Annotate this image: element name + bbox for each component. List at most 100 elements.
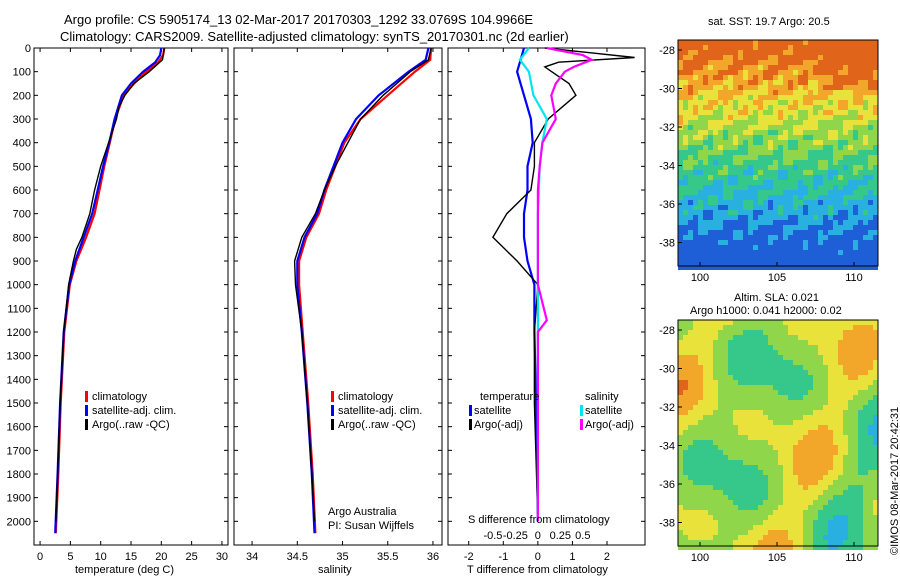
- map-cell: [808, 245, 813, 250]
- map-cell: [838, 485, 843, 490]
- map-cell: [803, 60, 808, 65]
- map-cell: [823, 365, 828, 370]
- map-cell: [693, 360, 698, 365]
- map-cell: [723, 395, 728, 400]
- map-cell: [798, 355, 803, 360]
- map-cell: [693, 540, 698, 545]
- map-cell: [698, 415, 703, 420]
- map-cell: [713, 205, 718, 210]
- map-cell: [693, 500, 698, 505]
- map-cell: [843, 115, 848, 120]
- map-cell: [778, 165, 783, 170]
- map-cell: [743, 420, 748, 425]
- map-cell: [813, 205, 818, 210]
- map-cell: [803, 410, 808, 415]
- map-cell: [803, 460, 808, 465]
- map-cell: [778, 505, 783, 510]
- map-y-tick-label: -36: [659, 479, 675, 491]
- map-cell: [748, 395, 753, 400]
- map-cell: [793, 420, 798, 425]
- map-cell: [833, 175, 838, 180]
- map-cell: [778, 120, 783, 125]
- map-cell: [758, 195, 763, 200]
- map-cell: [728, 520, 733, 525]
- map-cell: [848, 130, 853, 135]
- map-cell: [718, 180, 723, 185]
- map-cell: [683, 320, 688, 325]
- map-cell: [793, 45, 798, 50]
- map-cell: [843, 130, 848, 135]
- map-cell: [703, 440, 708, 445]
- map-cell: [778, 340, 783, 345]
- map-cell: [863, 65, 868, 70]
- map-cell: [863, 510, 868, 515]
- map-cell: [738, 445, 743, 450]
- map-cell: [738, 500, 743, 505]
- map-cell: [803, 85, 808, 90]
- map-cell: [833, 95, 838, 100]
- map-cell: [873, 220, 878, 225]
- map-cell: [713, 90, 718, 95]
- map-cell: [733, 485, 738, 490]
- map-cell: [758, 470, 763, 475]
- map-cell: [793, 150, 798, 155]
- map-cell: [803, 100, 808, 105]
- map-cell: [843, 440, 848, 445]
- map-cell: [783, 50, 788, 55]
- map-cell: [678, 90, 683, 95]
- map-cell: [753, 175, 758, 180]
- map-cell: [703, 535, 708, 540]
- map-cell: [738, 140, 743, 145]
- map-cell: [818, 45, 823, 50]
- map-cell: [723, 150, 728, 155]
- map-cell: [788, 535, 793, 540]
- map-cell: [783, 240, 788, 245]
- map-cell: [773, 45, 778, 50]
- map-cell: [703, 435, 708, 440]
- map-cell: [688, 390, 693, 395]
- map-cell: [683, 425, 688, 430]
- map-cell: [713, 330, 718, 335]
- map-cell: [753, 535, 758, 540]
- map-cell: [718, 110, 723, 115]
- map-cell: [778, 95, 783, 100]
- map-cell: [758, 165, 763, 170]
- map-cell: [833, 235, 838, 240]
- map-cell: [863, 205, 868, 210]
- map-cell: [733, 180, 738, 185]
- map-cell: [688, 525, 693, 530]
- map-cell: [808, 465, 813, 470]
- map-cell: [813, 185, 818, 190]
- map-cell: [728, 230, 733, 235]
- map-cell: [803, 445, 808, 450]
- map-cell: [813, 240, 818, 245]
- map-cell: [758, 150, 763, 155]
- map-cell: [853, 450, 858, 455]
- map-cell: [838, 440, 843, 445]
- map-cell: [848, 80, 853, 85]
- map-cell: [723, 425, 728, 430]
- map-cell: [828, 490, 833, 495]
- map-cell: [813, 445, 818, 450]
- map-cell: [778, 395, 783, 400]
- map-cell: [778, 375, 783, 380]
- map-cell: [738, 115, 743, 120]
- map-cell: [773, 395, 778, 400]
- map-cell: [863, 215, 868, 220]
- map-cell: [788, 350, 793, 355]
- map-cell: [828, 500, 833, 505]
- map-cell: [733, 390, 738, 395]
- map-cell: [868, 45, 873, 50]
- map-cell: [808, 545, 813, 550]
- map-cell: [743, 375, 748, 380]
- map-cell: [863, 110, 868, 115]
- map-cell: [758, 385, 763, 390]
- map-cell: [838, 205, 843, 210]
- map-cell: [783, 345, 788, 350]
- map-cell: [688, 260, 693, 265]
- map-cell: [753, 345, 758, 350]
- map-cell: [798, 460, 803, 465]
- map-cell: [688, 240, 693, 245]
- map-cell: [873, 540, 878, 545]
- map-cell: [863, 410, 868, 415]
